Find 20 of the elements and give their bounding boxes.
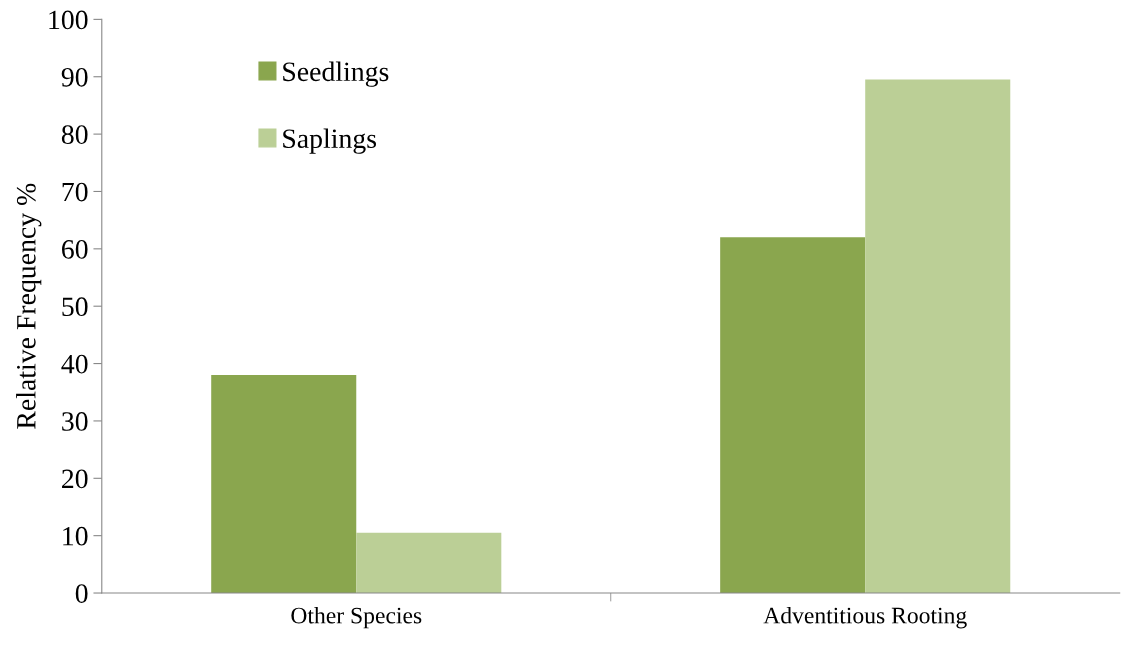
y-tick-label: 80 [61,125,88,145]
y-tick-label: 50 [62,297,88,317]
y-tick-label: 90 [61,67,88,87]
bar [865,79,1011,594]
y-tick-label: 20 [62,469,88,489]
bar [356,532,502,594]
x-tick-label: Adventitious Rooting [763,606,967,629]
y-tick-label: 70 [62,182,88,202]
y-tick-label: 30 [62,412,88,431]
y-tick-label: 100 [49,10,88,30]
y-axis-title: Relative Frequency % [16,183,42,429]
y-tick-label: 60 [62,240,88,259]
x-tick-label: Other Species [291,606,422,629]
y-tick-label: 10 [63,526,88,546]
legend-label: Saplings [283,128,377,154]
y-tick-label: 40 [61,354,88,374]
bar [211,375,357,594]
legend-label: Seedlings [283,61,389,87]
y-tick-label: 0 [75,584,88,603]
bar [720,237,866,594]
